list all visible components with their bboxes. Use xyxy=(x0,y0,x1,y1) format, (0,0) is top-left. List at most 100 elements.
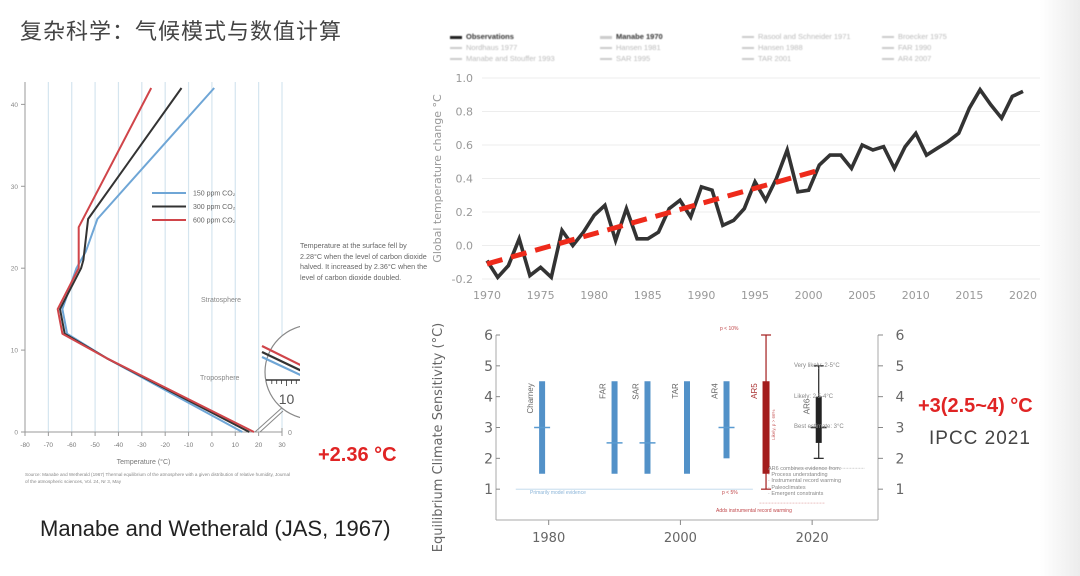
right-zero-label: 0 xyxy=(288,430,292,437)
right-y-tick-label: 1 xyxy=(896,482,905,498)
x-tick-label: 1970 xyxy=(473,289,501,302)
y-tick-label: 40 xyxy=(11,102,19,109)
legend-entry: AR4 2007 xyxy=(882,54,931,63)
bar-label-tar: TAR xyxy=(671,383,680,399)
profile-source-note: Source: Manabe and Wetherald (1967) Ther… xyxy=(25,472,291,484)
legend-swatch xyxy=(450,58,462,60)
legend-entry: TAR 2001 xyxy=(742,54,791,63)
very-likely-label: Very likely: 2-5°C xyxy=(794,363,840,369)
stratosphere-label: Stratosphere xyxy=(201,297,241,304)
legend-label: 300 ppm CO₂ xyxy=(193,204,236,211)
left-y-tick-label: 1 xyxy=(484,482,493,498)
legend-label: Hansen 1988 xyxy=(758,43,803,52)
likely-label: Likely: 2.5-4°C xyxy=(794,394,834,400)
legend-swatch xyxy=(450,35,462,39)
legend-label: Broecker 1975 xyxy=(898,32,947,41)
x-tick-label: -70 xyxy=(44,442,54,449)
global-temperature-chart: -0.2 0.0 0.2 0.4 0.6 0.8 1.0 1970 1975 1980 1985 19… xyxy=(431,72,1040,302)
legend-swatch xyxy=(742,47,754,49)
manabe-1970-trend-line xyxy=(486,167,820,267)
inset-profile-line-1 xyxy=(261,356,300,377)
legend-label: 600 ppm CO₂ xyxy=(193,218,236,225)
legend-label: AR4 2007 xyxy=(898,54,932,63)
x-tick-label: -60 xyxy=(67,442,77,449)
legend-swatch xyxy=(882,58,894,60)
x-tick-label: 0 xyxy=(210,442,214,449)
x-tick-label: -50 xyxy=(90,442,100,449)
x-tick-label: 2000 xyxy=(664,531,697,546)
x-tick-label: 30 xyxy=(278,442,286,449)
ar6-evidence-item: · Emergent constraints xyxy=(768,490,824,497)
legend-label: FAR 1990 xyxy=(898,43,932,52)
x-axis-label: Temperature (°C) xyxy=(117,458,171,466)
inset-pointer xyxy=(259,410,284,433)
x-tick-label: 2020 xyxy=(1009,289,1037,302)
x-tick-label: 2020 xyxy=(796,531,829,546)
y-tick-label: 0.0 xyxy=(456,240,474,253)
legend-entry: SAR 1995 xyxy=(600,54,650,63)
x-tick-label: 1985 xyxy=(634,289,662,302)
troposphere-label: Troposphere xyxy=(200,375,240,382)
legend-swatch xyxy=(600,47,612,49)
bar-label-far: FAR xyxy=(599,383,608,399)
x-tick-label: 2005 xyxy=(848,289,876,302)
y-tick-label: 10 xyxy=(11,348,19,355)
y-tick-label: 0.2 xyxy=(456,206,474,219)
x-tick-label: -20 xyxy=(160,442,170,449)
inset-profile-line-2 xyxy=(261,351,300,372)
y-tick-label: -0.2 xyxy=(452,273,473,286)
ar6-evidence-item: · Instrumental record warming xyxy=(768,478,842,485)
y-axis-label: Equilibrium Climate Sensitivity (°C) xyxy=(431,323,446,552)
legend-swatch xyxy=(450,47,462,49)
ar5-likely-label: Likely, p > 66% xyxy=(771,410,776,440)
x-tick-label: 20 xyxy=(255,442,263,449)
best-estimate-label: Best estimate: 3°C xyxy=(794,424,844,430)
bar-label-sar: SAR xyxy=(631,383,640,400)
left-y-tick-label: 3 xyxy=(484,421,493,437)
range-bar-ar5 xyxy=(762,381,770,474)
inset-tick-label: 10 xyxy=(279,391,295,407)
x-tick-label: -10 xyxy=(184,442,194,449)
x-tick-label: -40 xyxy=(114,442,124,449)
inset-pointer xyxy=(254,404,286,433)
x-tick-label: -80 xyxy=(20,442,30,449)
range-bar-tar xyxy=(684,381,690,474)
legend-swatch xyxy=(742,36,754,38)
x-tick-label: 1995 xyxy=(741,289,769,302)
y-tick-label: 0.6 xyxy=(456,139,474,152)
right-y-tick-label: 6 xyxy=(896,328,905,344)
y-tick-label: 0.4 xyxy=(456,173,474,186)
y-tick-label: 0 xyxy=(14,430,18,437)
climate-sensitivity-chart: 1 1 2 2 3 3 4 4 5 5 6 6 1980 2000 2020 Equilibrium Clim… xyxy=(431,323,905,552)
bar-label-ar5: AR5 xyxy=(750,383,759,399)
legend-label: Observations xyxy=(466,32,514,41)
y-axis-label: Global temperature change °C xyxy=(431,94,444,263)
legend-entry: Manabe 1970 xyxy=(600,32,663,41)
ar6-evidence-item: · Process understanding xyxy=(768,472,828,479)
legend-swatch xyxy=(882,36,894,38)
ipcc-source-label: IPCC 2021 xyxy=(929,428,1031,449)
observations-line xyxy=(485,86,1024,281)
ar6-evidence-item: · Paleoclimates xyxy=(768,484,806,491)
legend-label: 150 ppm CO₂ xyxy=(193,191,236,198)
left-y-tick-label: 2 xyxy=(484,451,493,467)
right-warming-result: +3(2.5~4) °C xyxy=(918,395,1033,417)
left-warming-result: +2.36 °C xyxy=(318,444,397,466)
profile-line-3 xyxy=(56,87,255,433)
slide-caption: Manabe and Wetherald (JAS, 1967) xyxy=(40,516,391,541)
legend-label: SAR 1995 xyxy=(616,54,651,63)
bar-label-charney: Charney xyxy=(526,383,535,413)
legend-entry: Broecker 1975 xyxy=(882,32,947,41)
x-tick-label: -30 xyxy=(137,442,147,449)
x-tick-label: 1990 xyxy=(687,289,715,302)
range-bar-ar6 xyxy=(815,396,822,443)
legend-label: Hansen 1981 xyxy=(616,43,661,52)
x-tick-label: 1980 xyxy=(532,531,565,546)
left-y-tick-label: 5 xyxy=(484,359,493,375)
legend-entry: Rasool and Schneider 1971 xyxy=(742,32,851,41)
ar6-evidence-note: AR6 combines evidence from: · Process un… xyxy=(768,466,841,497)
x-tick-label: 10 xyxy=(232,442,240,449)
legend-entry: FAR 1990 xyxy=(882,43,931,52)
right-y-tick-label: 5 xyxy=(896,359,905,375)
x-tick-label: 1975 xyxy=(527,289,555,302)
